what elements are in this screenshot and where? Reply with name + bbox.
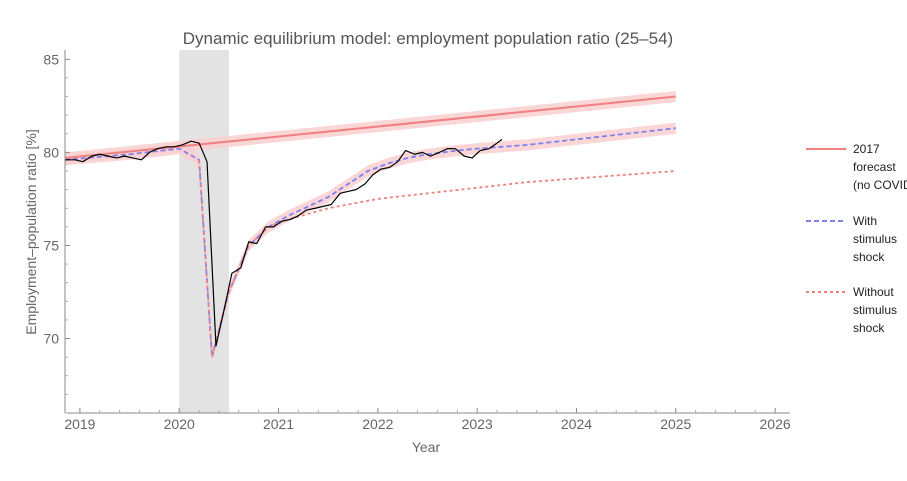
legend-label-0: 2017 — [853, 142, 880, 156]
x-tick-label: 2019 — [64, 416, 95, 432]
x-tick-label: 2023 — [462, 416, 493, 432]
series-line-2 — [198, 159, 676, 359]
legend: 2017 forecast (no COVID) With stimulus shock W… — [806, 142, 907, 335]
legend-label-2: Without — [853, 285, 894, 299]
y-tick-label: 80 — [43, 144, 59, 160]
legend-label-0: (no COVID) — [853, 178, 907, 192]
series-line-1 — [64, 127, 676, 359]
series-line-0 — [64, 95, 676, 159]
x-tick-label: 2025 — [660, 416, 691, 432]
uncertainty-bands-layer — [65, 90, 676, 363]
x-axis-label: Year — [412, 439, 441, 455]
legend-label-0: forecast — [853, 160, 896, 174]
uncertainty-band-1 — [65, 122, 676, 363]
x-tick-label: 2026 — [760, 416, 791, 432]
x-tick-label: 2022 — [362, 416, 393, 432]
x-tick-label: 2021 — [263, 416, 294, 432]
legend-label-1: shock — [853, 250, 885, 264]
series-layer — [64, 95, 676, 359]
axes-layer: 2019 2020 2021 2022 2023 2024 2025 2026 70 75 80 85 — [43, 50, 791, 432]
x-tick-label: 2020 — [164, 416, 195, 432]
legend-label-2: shock — [853, 321, 885, 335]
y-axis-label: Employment–population ratio [%] — [23, 129, 39, 334]
legend-label-1: With — [853, 214, 877, 228]
series-line-observed — [65, 138, 503, 347]
y-tick-label: 75 — [43, 237, 59, 253]
y-tick-label: 85 — [43, 51, 59, 67]
x-tick-label: 2024 — [561, 416, 592, 432]
chart-title: Dynamic equilibrium model: employment po… — [183, 29, 673, 48]
legend-label-1: stimulus — [853, 232, 897, 246]
legend-label-2: stimulus — [853, 303, 897, 317]
y-tick-label: 70 — [43, 331, 59, 347]
